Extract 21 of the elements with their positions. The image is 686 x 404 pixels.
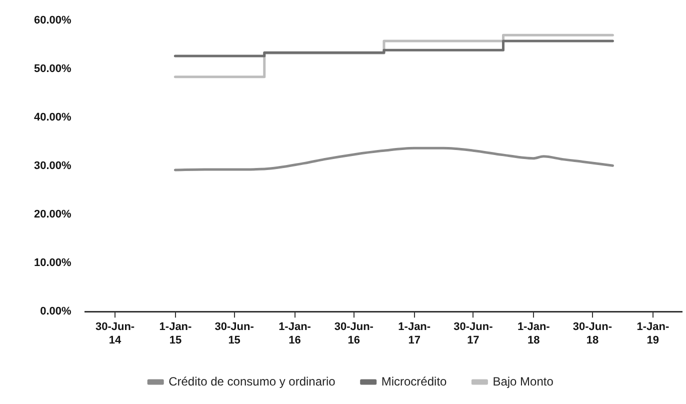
y-tick-label: 40.00% <box>34 112 72 124</box>
y-tick-label: 0.00% <box>40 306 72 318</box>
x-tick-label: 30-Jun-16 <box>334 321 374 346</box>
x-tick-label: 30-Jun-15 <box>214 321 254 346</box>
x-tick-label: 30-Jun-17 <box>454 321 494 346</box>
x-tick-label: 1-Jan-17 <box>398 321 431 346</box>
x-tick-label: 1-Jan-19 <box>636 321 670 346</box>
x-tick-label: 1-Jan-15 <box>159 321 192 346</box>
y-tick-label: 50.00% <box>34 63 72 76</box>
y-tick-label: 20.00% <box>34 208 72 221</box>
line-series <box>174 146 614 172</box>
legend-label: Crédito de consumo y ordinario <box>168 374 336 388</box>
x-tick-label: 30-Jun-14 <box>95 321 135 346</box>
x-tick-label: 30-Jun-18 <box>572 321 612 346</box>
y-tick-label: 30.00% <box>34 160 72 172</box>
y-tick-label: 10.00% <box>34 257 72 270</box>
x-tick-label: 1-Jan-18 <box>517 321 550 346</box>
legend-label: Microcrédito <box>381 374 448 388</box>
legend-label: Bajo Monto <box>492 374 554 388</box>
x-tick-label: 1-Jan-16 <box>278 321 312 346</box>
y-tick-label: 60.00% <box>34 14 72 27</box>
